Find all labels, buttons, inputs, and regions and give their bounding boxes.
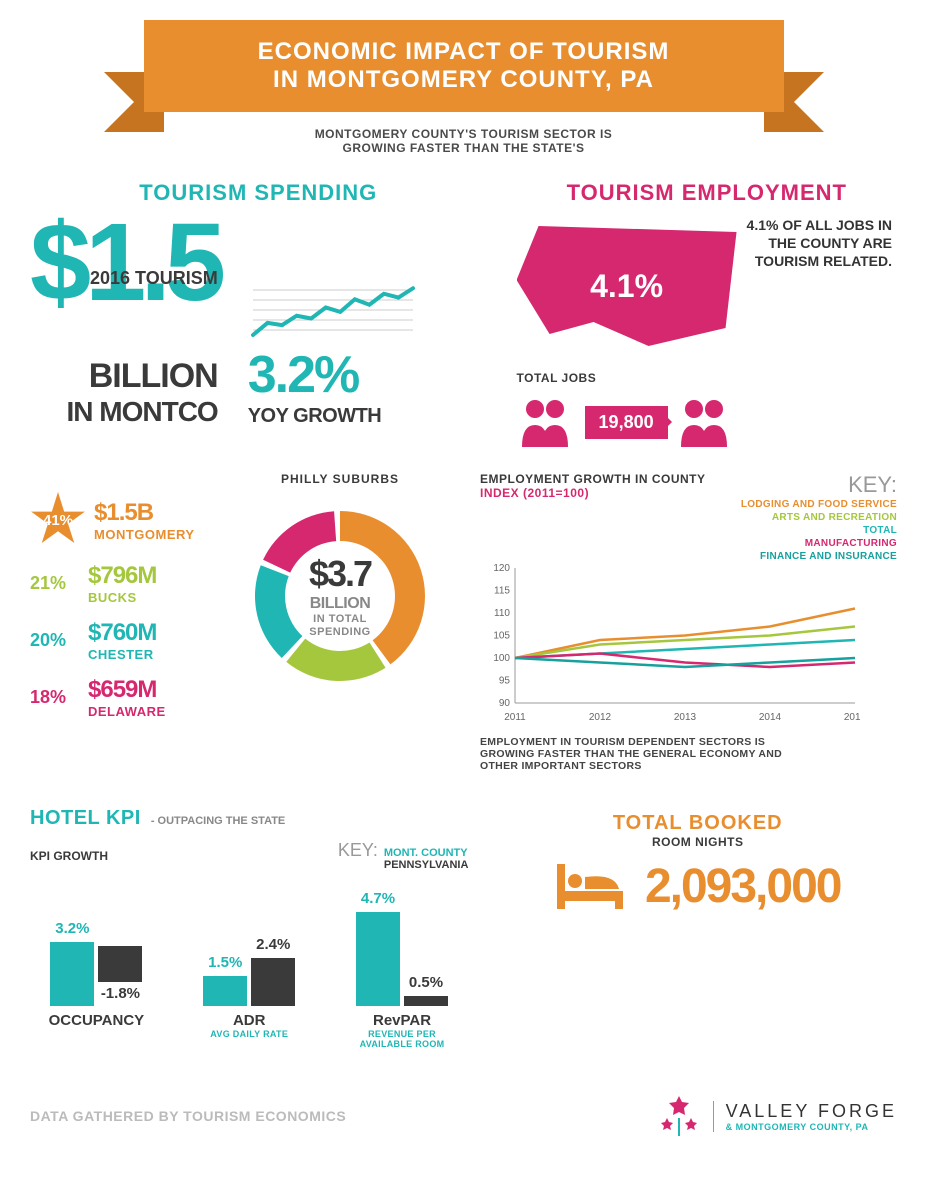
star-icon: 41% [30, 492, 86, 548]
legend-item: FINANCE AND INSURANCE [741, 550, 897, 563]
philly-label: PHILLY SUBURBS [230, 472, 450, 486]
svg-text:95: 95 [499, 676, 511, 687]
kpi-key-pa: PENNSYLVANIA [384, 859, 469, 871]
banner-line1: ECONOMIC IMPACT OF TOURISM [174, 38, 754, 66]
kpi-charts: 3.2% -1.8% OCCUPANCY 1.5% 2.4% ADR AVG D… [30, 886, 468, 1049]
logo-line1: VALLEY FORGE [726, 1101, 897, 1122]
kpi-chart: 3.2% -1.8% OCCUPANCY [30, 886, 163, 1049]
kpi-growth-label: KPI GROWTH [30, 849, 108, 863]
subtitle: MONTGOMERY COUNTY'S TOURISM SECTOR IS GR… [30, 127, 897, 155]
hotel-kpi-subtitle: - OUTPACING THE STATE [151, 815, 285, 827]
emp-chart-caption: EMPLOYMENT IN TOURISM DEPENDENT SECTORS … [480, 736, 897, 772]
growth-label: YOY GROWTH [248, 405, 418, 428]
kpi-key-mont: MONT. COUNTY [384, 847, 469, 859]
map-pct: 4.1% [590, 268, 663, 305]
employment-title: TOURISM EMPLOYMENT [517, 180, 897, 206]
emp-legend: LODGING AND FOOD SERVICEARTS AND RECREAT… [741, 498, 897, 563]
legend-item: MANUFACTURING [741, 537, 897, 550]
emp-growth-chart: 90 95 100 105 110 115 120 2011 2012 2013 2014 2015 [480, 563, 860, 723]
employment-stat-text: 4.1% OF ALL JOBS IN THE COUNTY ARE TOURI… [747, 216, 892, 356]
legend-item: LODGING AND FOOD SERVICE [741, 498, 897, 511]
spending-year: 2016 TOURISM [90, 268, 218, 289]
people-icon [517, 397, 577, 447]
suburb-row: 41% $1.5B MONTGOMERY [30, 492, 200, 548]
svg-text:110: 110 [494, 608, 510, 619]
emp-key-label: KEY: [741, 472, 897, 498]
bed-icon [555, 859, 625, 914]
booked-value: 2,093,000 [645, 859, 841, 914]
kpi-chart: 1.5% 2.4% ADR AVG DAILY RATE [183, 886, 316, 1049]
kpi-key-label: KEY: [338, 840, 378, 861]
donut-total-sub: IN TOTAL SPENDING [309, 613, 370, 639]
svg-text:90: 90 [499, 698, 511, 709]
banner-line2: IN MONTGOMERY COUNTY, PA [174, 66, 754, 94]
donut-total-amount: $3.7 [309, 553, 371, 595]
total-jobs-label: TOTAL JOBS [517, 371, 897, 385]
suburbs-list: 41% $1.5B MONTGOMERY 21% $796M BUCKS 20% $… [30, 492, 200, 719]
growth-pct: 3.2% [248, 345, 418, 405]
svg-text:115: 115 [494, 586, 510, 597]
banner-ribbon: ECONOMIC IMPACT OF TOURISM IN MONTGOMERY… [144, 20, 784, 112]
sparkline-chart [248, 280, 418, 340]
svg-text:105: 105 [493, 631, 510, 642]
suburb-row: 18% $659M DELAWARE [30, 676, 200, 719]
billion-label: BILLION [30, 357, 218, 396]
emp-growth-title: EMPLOYMENT GROWTH IN COUNTY [480, 472, 706, 486]
title-banner: ECONOMIC IMPACT OF TOURISM IN MONTGOMERY… [144, 20, 784, 112]
logo-stars-icon [657, 1094, 701, 1138]
donut-total-unit: BILLION [310, 595, 371, 613]
hotel-kpi-title: HOTEL KPI [30, 807, 141, 830]
suburb-row: 21% $796M BUCKS [30, 562, 200, 605]
data-source: DATA GATHERED BY TOURISM ECONOMICS [30, 1108, 346, 1124]
donut-chart: $3.7 BILLION IN TOTAL SPENDING [240, 496, 440, 696]
emp-growth-index: INDEX (2011=100) [480, 486, 706, 500]
svg-text:100: 100 [493, 653, 510, 664]
svg-text:2014: 2014 [759, 712, 782, 723]
logo-line2: & MONTGOMERY COUNTY, PA [726, 1122, 897, 1132]
svg-text:2012: 2012 [589, 712, 612, 723]
booked-title: TOTAL BOOKED [498, 812, 897, 835]
total-jobs-arrow: 19,800 [585, 406, 668, 439]
spending-amount: $1.5 [30, 216, 220, 310]
county-map-shape: 4.1% [517, 226, 737, 346]
svg-text:120: 120 [493, 563, 510, 574]
svg-text:2013: 2013 [674, 712, 697, 723]
legend-item: ARTS AND RECREATION [741, 511, 897, 524]
valley-forge-logo: VALLEY FORGE & MONTGOMERY COUNTY, PA [657, 1094, 897, 1138]
suburb-row: 20% $760M CHESTER [30, 619, 200, 662]
legend-item: TOTAL [741, 524, 897, 537]
kpi-chart: 4.7% 0.5% RevPAR REVENUE PER AVAILABLE R… [336, 886, 469, 1049]
spending-location: IN MONTCO [30, 396, 218, 428]
total-jobs-value: 19,800 [599, 412, 654, 432]
svg-text:2011: 2011 [504, 712, 526, 723]
booked-subtitle: ROOM NIGHTS [498, 835, 897, 849]
svg-text:2015: 2015 [844, 712, 860, 723]
